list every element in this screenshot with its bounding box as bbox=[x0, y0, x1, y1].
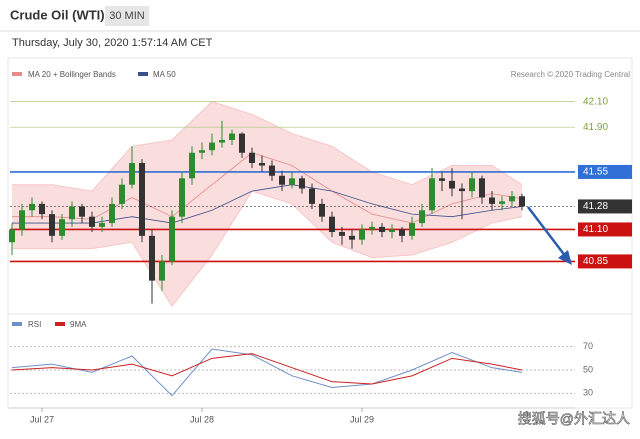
candle-body bbox=[299, 178, 305, 189]
candle-body bbox=[479, 178, 485, 198]
x-tick-label: Jul 29 bbox=[350, 414, 374, 424]
legend-label: 9MA bbox=[70, 320, 87, 329]
level-label: 42.10 bbox=[583, 96, 608, 107]
level-label: 41.90 bbox=[583, 122, 608, 133]
level-label: 41.10 bbox=[583, 224, 608, 235]
forecast-arrow bbox=[527, 206, 567, 258]
candle-body bbox=[319, 203, 325, 217]
interval-label[interactable]: 30 MIN bbox=[109, 10, 145, 22]
legend-label: RSI bbox=[28, 320, 41, 329]
candle-body bbox=[419, 210, 425, 224]
level-label: 41.55 bbox=[583, 167, 608, 178]
candle-body bbox=[389, 229, 395, 233]
candle-body bbox=[89, 216, 95, 227]
candle-body bbox=[79, 206, 85, 217]
candle-body bbox=[19, 210, 25, 230]
legend-swatch bbox=[55, 322, 65, 326]
level-box bbox=[578, 254, 632, 269]
candle-body bbox=[259, 162, 265, 166]
candle-body bbox=[129, 162, 135, 185]
candle-body bbox=[219, 139, 225, 143]
x-tick-label: Jul 28 bbox=[190, 414, 214, 424]
candle-body bbox=[229, 133, 235, 140]
candle-body bbox=[9, 229, 15, 243]
forecast-arrowhead bbox=[558, 250, 572, 265]
ma9-line bbox=[11, 353, 523, 385]
candle-body bbox=[309, 188, 315, 204]
interval-button[interactable] bbox=[105, 6, 149, 26]
candle-body bbox=[339, 232, 345, 236]
legend-swatch bbox=[12, 72, 22, 76]
y-tick-label: 50 bbox=[583, 364, 593, 374]
timestamp: Thursday, July 30, 2020 1:57:14 AM CET bbox=[12, 37, 213, 49]
candle-body bbox=[149, 235, 155, 281]
legend-label: MA 50 bbox=[153, 70, 176, 79]
candle-body bbox=[249, 152, 255, 163]
candle-body bbox=[189, 152, 195, 179]
watermark: 搜狐号@外汇达人 bbox=[518, 411, 630, 427]
candle-body bbox=[519, 196, 525, 207]
candle-body bbox=[289, 178, 295, 185]
level-label: 40.85 bbox=[583, 256, 608, 267]
candle-body bbox=[159, 261, 165, 281]
candle-body bbox=[459, 188, 465, 192]
level-box bbox=[578, 164, 632, 179]
candle-body bbox=[139, 162, 145, 236]
candle-body bbox=[39, 203, 45, 215]
ma20-line bbox=[12, 152, 523, 224]
bollinger-upper bbox=[12, 101, 523, 192]
ma50-line bbox=[12, 184, 523, 224]
level-box bbox=[578, 222, 632, 237]
legend-swatch bbox=[12, 322, 22, 326]
candle-body bbox=[269, 165, 275, 176]
candle-body bbox=[69, 206, 75, 220]
candle-body bbox=[169, 216, 175, 262]
candle-body bbox=[179, 178, 185, 217]
candle-body bbox=[99, 223, 105, 227]
candle-body bbox=[239, 133, 245, 153]
plot: 42.10 41.90 41.55 41.28 41.10 40.85 30 50 70 Jul … bbox=[9, 96, 632, 424]
candle-body bbox=[369, 226, 375, 230]
candle-body bbox=[509, 196, 515, 202]
candle-body bbox=[439, 178, 445, 181]
candle-body bbox=[109, 203, 115, 224]
candle-body bbox=[49, 214, 55, 236]
rsi-line bbox=[11, 348, 523, 397]
candle-body bbox=[499, 201, 505, 204]
level-label: 41.28 bbox=[583, 201, 608, 212]
candle-body bbox=[449, 180, 455, 189]
source: Research © 2020 Trading Central bbox=[511, 70, 631, 79]
candle-body bbox=[119, 184, 125, 204]
bollinger-lower bbox=[12, 190, 523, 308]
y-tick-label: 30 bbox=[583, 388, 593, 398]
candle-body bbox=[199, 150, 205, 153]
x-tick-label: Jul 27 bbox=[30, 414, 54, 424]
candle-body bbox=[59, 219, 65, 236]
candle-body bbox=[349, 235, 355, 240]
candle-body bbox=[469, 178, 475, 192]
chart-title: Crude Oil (WTI) bbox=[10, 7, 105, 22]
candle-body bbox=[409, 223, 415, 236]
y-tick-label: 70 bbox=[583, 341, 593, 351]
candle-body bbox=[329, 216, 335, 233]
candle-body bbox=[429, 178, 435, 211]
candle-body bbox=[29, 203, 35, 211]
candle-body bbox=[279, 175, 285, 185]
legend-swatch bbox=[138, 72, 148, 76]
legend-label: MA 20 + Bollinger Bands bbox=[28, 70, 116, 79]
candle-body bbox=[209, 142, 215, 151]
candle-body bbox=[399, 229, 405, 236]
level-box bbox=[578, 199, 632, 214]
candle-body bbox=[489, 197, 495, 204]
candle-body bbox=[359, 229, 365, 240]
candle-body bbox=[379, 226, 385, 233]
bollinger-band bbox=[12, 101, 522, 307]
